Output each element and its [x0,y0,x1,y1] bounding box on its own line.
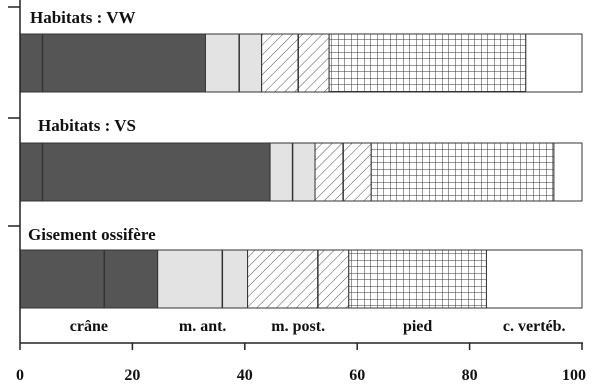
bar-segment-1-4 [553,142,583,202]
x-tick-label-1: 20 [124,367,140,384]
x-tick-label-0: 0 [16,367,24,384]
bar-segment-0-2 [261,33,330,93]
x-tick-label-4: 80 [462,367,478,384]
bar-segment-1-0 [19,142,271,202]
category-label-2: Gisement ossifère [28,225,156,244]
bar-segment-0-3 [328,33,527,93]
x-tick-label-3: 60 [349,367,365,384]
bar-segment-0-0 [19,33,206,93]
x-tick-label-5: 100 [562,367,586,384]
x-tick-label-2: 40 [237,367,253,384]
legend-label-4: c. vertéb. [503,318,566,335]
category-label-0: Habitats : VW [30,8,135,27]
legend-label-3: pied [403,318,432,335]
bar-segment-2-2 [247,249,350,309]
bar-segment-0-4 [525,33,583,93]
category-label-1: Habitats : VS [38,116,136,135]
legend-label-0: crâne [70,318,108,335]
bar-segment-2-1 [157,249,249,309]
bar-segment-2-4 [485,249,583,309]
legend-label-1: m. ant. [179,318,227,335]
bar-group-0 [19,33,583,93]
legend-label-2: m. post. [271,318,325,335]
bar-group-2 [19,249,583,309]
bar-segment-2-3 [348,249,487,309]
bar-group-1 [19,142,583,202]
bar-segment-1-3 [370,142,555,202]
bar-segment-2-0 [19,249,159,309]
bar-segment-0-1 [204,33,263,93]
